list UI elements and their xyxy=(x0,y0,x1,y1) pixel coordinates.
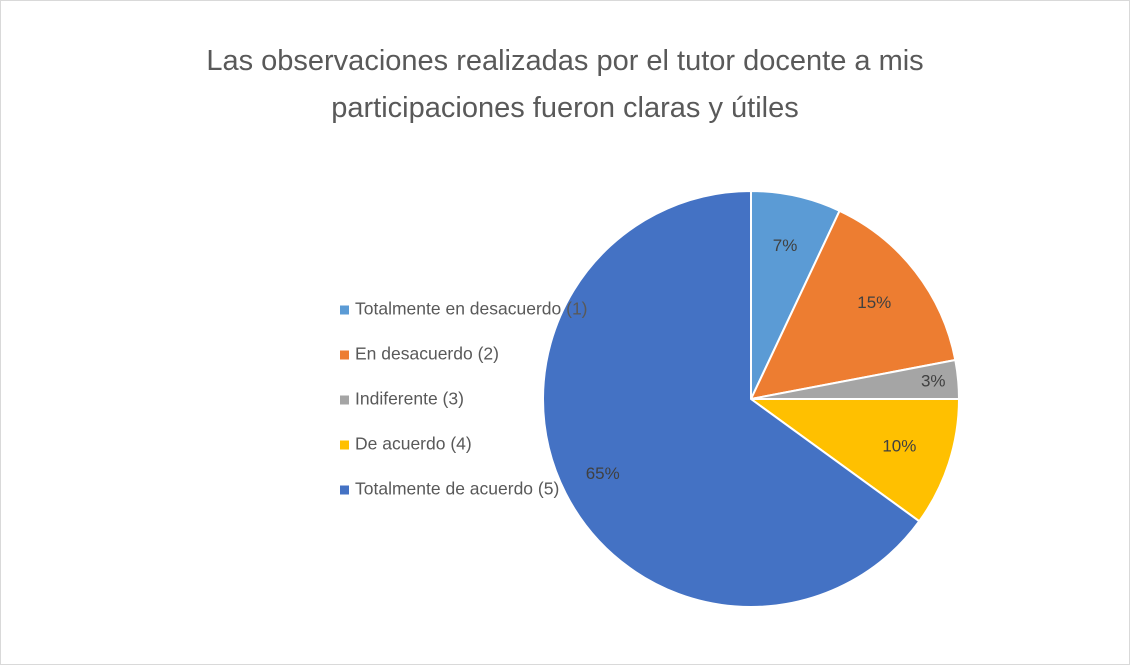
legend-swatch xyxy=(340,350,349,360)
legend-label: Totalmente de acuerdo (5) xyxy=(355,479,559,499)
pie-slice xyxy=(749,209,957,401)
legend-label: Totalmente en desacuerdo (1) xyxy=(355,299,588,319)
legend-label: De acuerdo (4) xyxy=(355,434,472,454)
pie-slice xyxy=(747,398,961,523)
legend-swatch xyxy=(340,440,349,450)
data-label: 15% xyxy=(857,293,891,312)
legend-label: Indiferente (3) xyxy=(355,389,464,409)
legend-swatch xyxy=(340,485,349,495)
legend-label: En desacuerdo (2) xyxy=(355,344,499,364)
data-label: 7% xyxy=(773,236,798,255)
data-label: 10% xyxy=(882,437,916,456)
data-label: 3% xyxy=(921,371,946,390)
legend-swatch xyxy=(340,305,349,315)
data-label: 65% xyxy=(586,464,620,483)
pie-slice xyxy=(542,189,921,608)
chart-title: Las observaciones realizadas por el tuto… xyxy=(206,45,924,124)
legend-swatch xyxy=(340,395,349,405)
